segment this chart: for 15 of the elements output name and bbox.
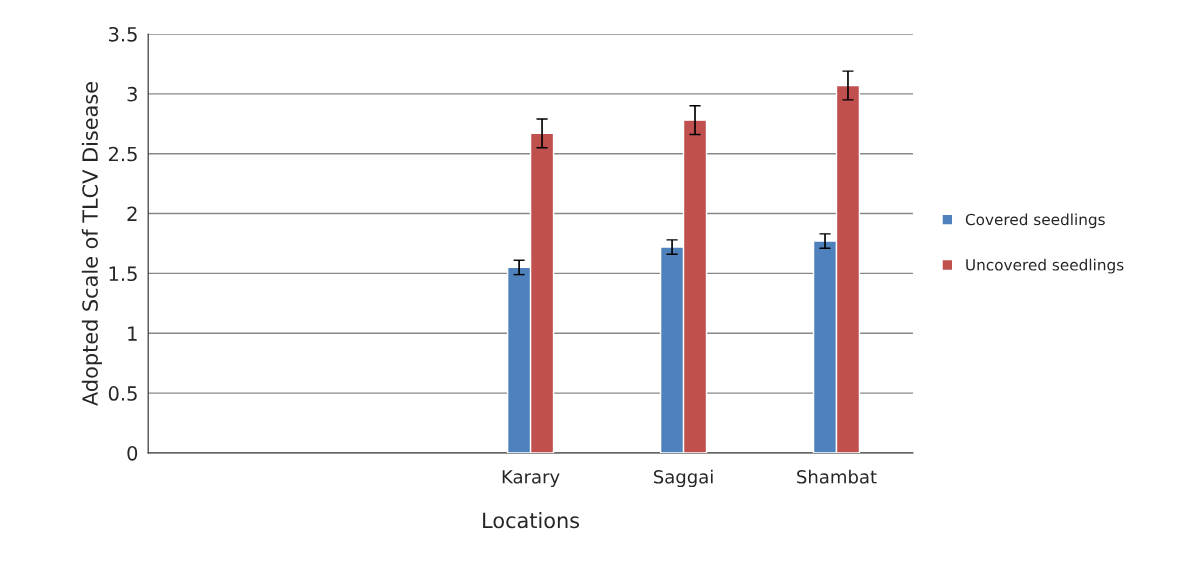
y-tick-label: 0.5 xyxy=(108,386,137,401)
y-tick-label: 1.5 xyxy=(109,266,137,282)
legend-label: Covered seedlings xyxy=(965,213,1105,229)
y-tick-label: 0 xyxy=(127,445,138,461)
x-tick-label: Saggai xyxy=(653,469,713,488)
x-tick-label: Shambat xyxy=(797,469,877,484)
legend-label: Uncovered seedlings xyxy=(966,258,1124,274)
x-tick-label: Karary xyxy=(502,470,560,488)
x-axis-title: Locations xyxy=(483,512,580,529)
y-tick-label: 3 xyxy=(127,86,137,102)
y-tick-label: 2.5 xyxy=(108,146,137,162)
y-tick-label: 3.5 xyxy=(109,26,137,42)
y-tick-label: 1 xyxy=(128,326,137,341)
y-axis-title: Adopted Scale of TLCV Disease xyxy=(81,82,102,406)
y-tick-label: 2 xyxy=(127,206,137,221)
